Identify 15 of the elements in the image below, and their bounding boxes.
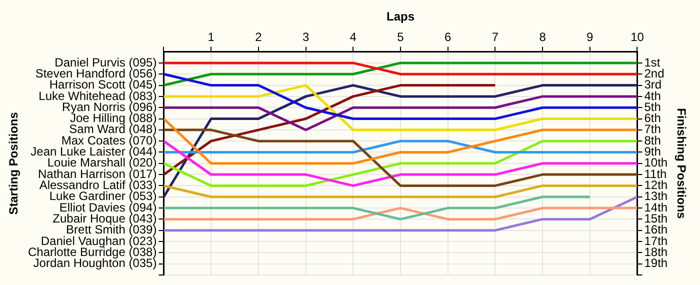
y2-axis-title: Finishing Positions [674, 108, 688, 220]
x-tick-label: 8 [539, 30, 546, 44]
x-tick-label: 2 [255, 30, 262, 44]
x-tick-label: 4 [350, 30, 357, 44]
x-tick-label: 6 [444, 30, 452, 44]
y2-tick-label: 19th [644, 256, 668, 270]
category-label: Daniel Purvis (095) [54, 55, 157, 70]
x-tick-label: 7 [492, 30, 499, 44]
x-tick-label: 1 [208, 30, 215, 44]
text: Starting Positions [6, 112, 20, 215]
x-tick-label: 5 [397, 30, 404, 44]
x-axis-title: Laps [386, 10, 415, 24]
x-tick-label: 10 [630, 30, 644, 44]
x-tick-label: 9 [586, 30, 594, 44]
x-tick-label: 3 [302, 30, 310, 44]
